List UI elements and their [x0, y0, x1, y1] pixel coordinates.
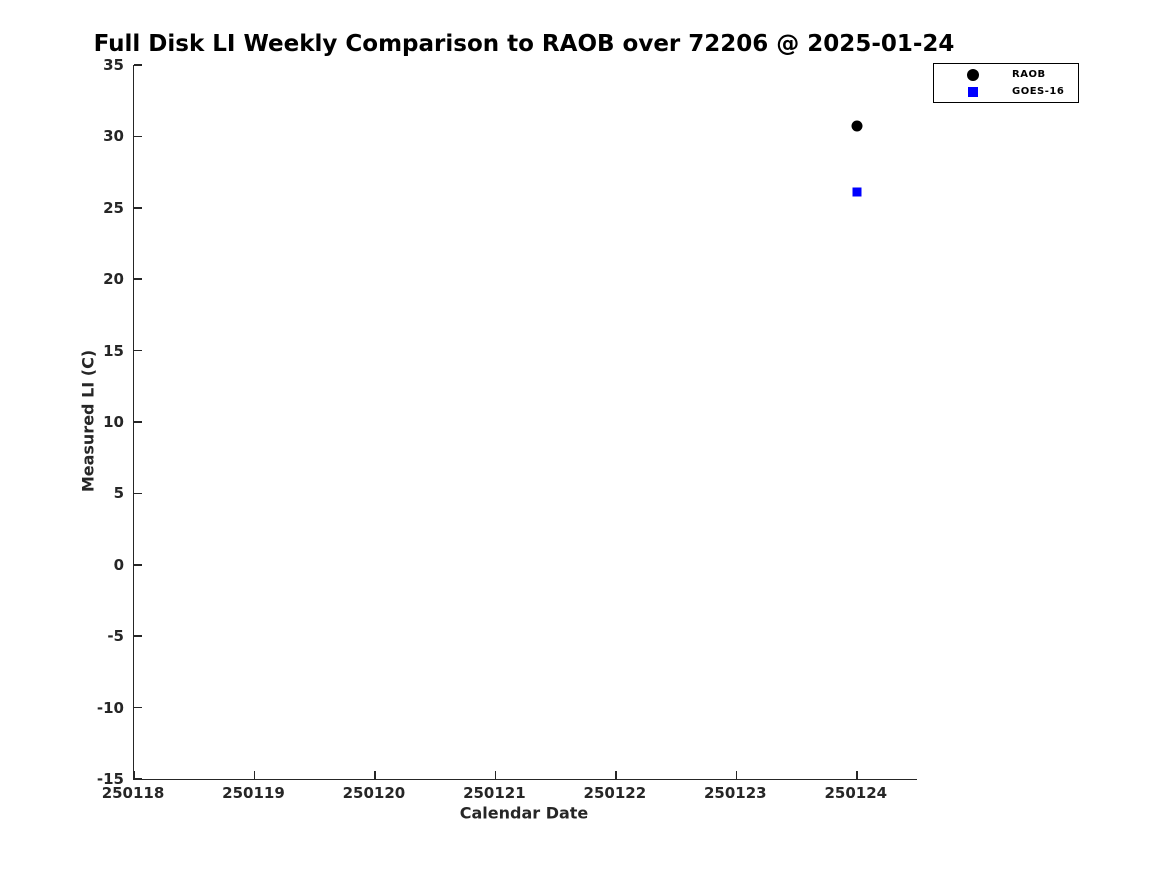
- legend-marker-cell: [934, 68, 1012, 81]
- x-tick-label: 250120: [342, 784, 406, 802]
- data-point-raob: [851, 120, 863, 132]
- y-tick-mark: [134, 135, 142, 138]
- y-tick-mark: [134, 207, 142, 209]
- y-tick-mark: [134, 349, 142, 352]
- x-tick-mark: [735, 771, 738, 779]
- legend-item-goes-16: GOES-16: [934, 84, 1078, 99]
- y-tick-label: 0: [113, 555, 124, 574]
- y-tick-mark: [134, 421, 142, 423]
- y-tick-label: 20: [103, 270, 124, 289]
- x-tick-label: 250121: [463, 784, 526, 802]
- goes-16-square-icon: [968, 86, 978, 97]
- plot-area: [133, 64, 917, 780]
- x-tick-label: 250122: [583, 784, 647, 802]
- x-tick-mark: [133, 771, 135, 779]
- y-tick-mark: [134, 635, 142, 637]
- y-tick-mark: [134, 492, 142, 495]
- y-tick-label: 5: [113, 484, 124, 503]
- x-axis-label: Calendar Date: [459, 803, 589, 823]
- y-tick-label: 15: [103, 341, 124, 360]
- legend-label-goes-16: GOES-16: [1012, 86, 1065, 97]
- x-tick-mark: [856, 771, 858, 779]
- x-tick-label: 250123: [703, 784, 767, 802]
- x-tick-mark: [615, 771, 617, 779]
- y-tick-mark: [134, 278, 142, 280]
- x-tick-mark: [253, 771, 256, 779]
- y-tick-label: -10: [96, 698, 124, 717]
- data-point-goes-16: [852, 187, 862, 197]
- legend-item-raob: RAOB: [934, 67, 1078, 82]
- legend: RAOB GOES-16: [933, 63, 1079, 103]
- x-tick-label: 250119: [222, 784, 285, 802]
- y-tick-mark: [134, 564, 142, 566]
- chart-title: Full Disk LI Weekly Comparison to RAOB o…: [93, 31, 955, 57]
- y-tick-mark: [134, 706, 142, 709]
- y-tick-label: 35: [103, 56, 124, 74]
- y-tick-mark: [134, 778, 142, 780]
- y-tick-label: 10: [103, 413, 124, 431]
- y-tick-label: -5: [107, 627, 124, 646]
- x-tick-label: 250118: [101, 784, 165, 802]
- x-tick-mark: [374, 771, 376, 779]
- x-tick-label: 250124: [824, 784, 888, 802]
- y-tick-label: 25: [103, 198, 124, 217]
- legend-label-raob: RAOB: [1012, 69, 1046, 80]
- raob-circle-icon: [967, 68, 979, 81]
- legend-marker-cell: [934, 86, 1012, 97]
- y-tick-mark: [134, 64, 142, 66]
- y-tick-label: 30: [103, 127, 124, 146]
- y-tick-label: -15: [96, 770, 124, 788]
- x-tick-mark: [494, 771, 497, 779]
